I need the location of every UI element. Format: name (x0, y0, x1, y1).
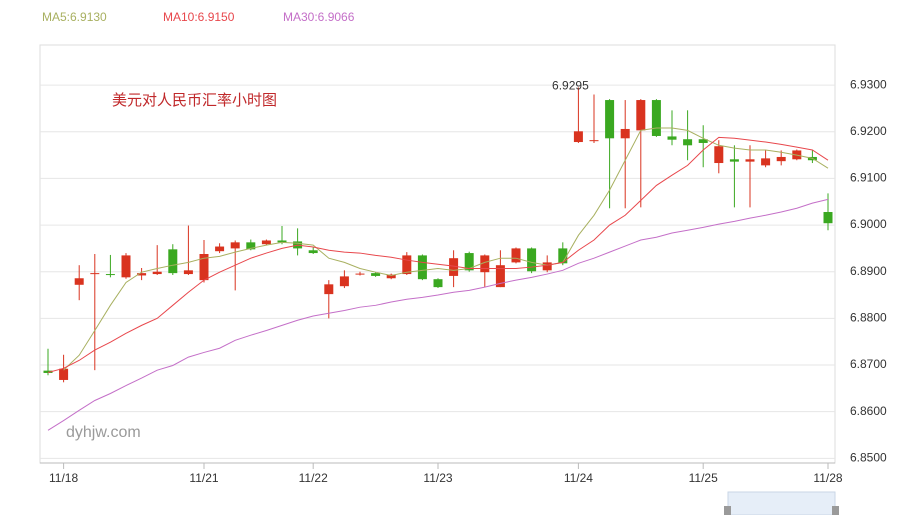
candle-body (43, 370, 53, 373)
candle-body (386, 274, 396, 279)
x-tick-label: 11/21 (189, 471, 218, 485)
candle-body (261, 240, 271, 245)
candle-body (433, 279, 443, 288)
candle-body (651, 100, 661, 136)
candle-body (823, 212, 833, 224)
navigator-handle[interactable] (832, 506, 839, 515)
candle-body (511, 248, 521, 263)
annotation: 6.9295 (552, 79, 589, 93)
candle-body (324, 284, 334, 295)
y-tick-label: 6.8500 (850, 451, 887, 465)
candle-body (137, 273, 147, 276)
candle-body (464, 253, 474, 271)
x-tick-label: 11/18 (49, 471, 78, 485)
candle-body (74, 278, 84, 285)
candle-body (745, 159, 755, 162)
candle-body (573, 131, 583, 143)
y-tick-label: 6.8800 (850, 311, 887, 325)
candle-body (308, 250, 318, 254)
candle-body (636, 100, 646, 131)
y-tick-label: 6.9100 (850, 171, 887, 185)
candle-body (230, 242, 240, 249)
candle-body (729, 159, 739, 162)
legend-entry: MA10:6.9150 (163, 10, 235, 24)
x-tick-label: 11/25 (689, 471, 718, 485)
candle-body (199, 254, 209, 281)
x-tick-label: 11/22 (299, 471, 328, 485)
x-tick-label: 11/28 (813, 471, 842, 485)
candle-body (183, 270, 193, 275)
x-tick-label: 11/24 (564, 471, 593, 485)
navigator-handle[interactable] (724, 506, 731, 515)
candle-body (589, 140, 599, 142)
candle-body (449, 258, 459, 276)
candle-body (105, 274, 115, 276)
candle-body (480, 255, 490, 273)
candle-body (59, 368, 69, 380)
legend-entry: MA30:6.9066 (283, 10, 355, 24)
y-tick-label: 6.9200 (850, 124, 887, 138)
y-tick-label: 6.8600 (850, 404, 887, 418)
watermark: dyhjw.com (66, 424, 141, 441)
candle-body (761, 158, 771, 166)
candle-body (402, 255, 412, 275)
candle-body (277, 240, 287, 243)
candle-body (558, 248, 568, 264)
candle-body (152, 271, 162, 275)
candle-body (121, 255, 131, 278)
candle-body (605, 100, 615, 139)
candle-body (246, 242, 256, 250)
candle-body (527, 248, 537, 272)
candle-body (776, 156, 786, 162)
candle-body (168, 249, 178, 274)
chart-title: 美元对人民币汇率小时图 (112, 92, 277, 109)
candle-body (683, 139, 693, 146)
candle-body (355, 273, 365, 275)
candle-body (542, 262, 552, 271)
candle-body (714, 146, 724, 164)
candle-body (620, 128, 630, 139)
candle-body (90, 273, 100, 275)
ma-line (47, 136, 829, 373)
y-tick-label: 6.8900 (850, 264, 887, 278)
x-tick-label: 11/23 (423, 471, 452, 485)
candle-body (417, 255, 427, 280)
candle-body (698, 139, 708, 143)
candle-body (215, 246, 225, 252)
candle-body (495, 265, 505, 288)
y-tick-label: 6.8700 (850, 357, 887, 371)
y-tick-label: 6.9000 (850, 217, 887, 231)
legend-entry: MA5:6.9130 (42, 10, 107, 24)
ma-line (63, 127, 829, 371)
candle-body (339, 276, 349, 287)
candle-body (667, 136, 677, 140)
candle-body (371, 273, 381, 276)
navigator[interactable] (727, 491, 836, 516)
y-tick-label: 6.9300 (850, 77, 887, 91)
ma-line (47, 198, 829, 431)
